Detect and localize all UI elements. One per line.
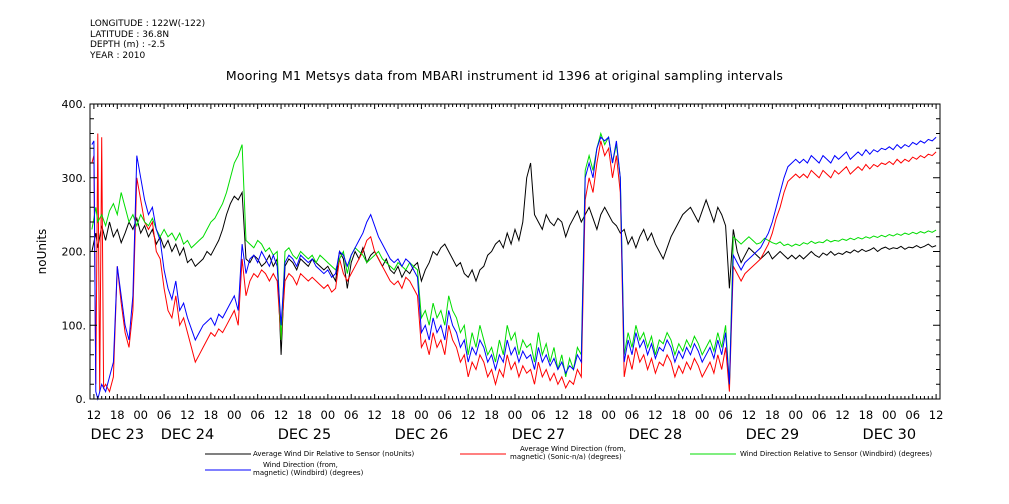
x-day-label: DEC 23	[91, 427, 145, 443]
x-tick-label: 12	[367, 408, 382, 422]
x-tick-label: 00	[695, 408, 710, 422]
axes-layer: 0. 100. 200. 300. 400. noUnits 12 18 00 06 12 18 00 0…	[35, 98, 943, 443]
x-tick-label: 18	[484, 408, 499, 422]
latitude-label: LATITUDE : 36.8N	[90, 29, 170, 40]
y-axis-label: noUnits	[35, 229, 49, 275]
series-line-3	[91, 131, 937, 385]
x-tick-label: 06	[437, 408, 452, 422]
x-tick-label: 06	[250, 408, 265, 422]
x-tick-label: 18	[859, 408, 874, 422]
x-day-label: DEC 27	[512, 427, 566, 443]
legend-label-1: Average Wind Dir Relative to Sensor (noU…	[253, 450, 414, 458]
x-tick-label: 18	[765, 408, 780, 422]
y-tick-label: 100.	[62, 319, 87, 332]
chart-title: Mooring M1 Metsys data from MBARI instru…	[225, 68, 784, 83]
x-tick-label: 00	[601, 408, 616, 422]
x-day-label: DEC 26	[395, 427, 449, 443]
x-tick-label: 06	[812, 408, 827, 422]
x-tick-label: 00	[508, 408, 523, 422]
legend-label-3: Wind Direction Relative to Sensor (Windb…	[740, 450, 932, 458]
x-tick-label: 12	[929, 408, 944, 422]
x-tick-label: 18	[297, 408, 312, 422]
x-tick-label: 06	[625, 408, 640, 422]
series-layer	[91, 131, 937, 401]
x-tick-label: 18	[110, 408, 125, 422]
x-tick-label: 00	[133, 408, 148, 422]
longitude-label: LONGITUDE : 122W(-122)	[90, 19, 206, 29]
series-line-1	[91, 162, 937, 355]
plot-frame	[89, 103, 941, 400]
y-tick-label: 300.	[62, 172, 87, 185]
legend: Average Wind Dir Relative to Sensor (noU…	[205, 445, 932, 477]
y-tick-label: 0.	[76, 393, 87, 406]
x-tick-label: 00	[321, 408, 336, 422]
station-metadata: LONGITUDE : 122W(-122) LATITUDE : 36.8N …	[90, 19, 205, 61]
legend-label-2: Average Wind Direction (from, magnetic) (…	[510, 445, 626, 461]
depth-label: DEPTH (m) : -2.5	[90, 40, 166, 50]
x-tick-label: 06	[157, 408, 172, 422]
series-line-2	[91, 133, 937, 393]
x-day-label: DEC 30	[863, 427, 917, 443]
legend-label-4: Wind Direction (from, magnetic) (Windbird…	[253, 461, 364, 477]
x-day-label: DEC 28	[629, 427, 683, 443]
x-day-label: DEC 25	[278, 427, 332, 443]
x-tick-label: 12	[274, 408, 289, 422]
x-day-label: DEC 29	[746, 427, 800, 443]
x-tick-label: 18	[391, 408, 406, 422]
x-tick-label: 12	[554, 408, 569, 422]
x-tick-label: 18	[204, 408, 219, 422]
x-tick-label: 00	[414, 408, 429, 422]
x-tick-label: 12	[87, 408, 102, 422]
x-tick-label: 06	[905, 408, 920, 422]
x-day-label: DEC 24	[161, 427, 215, 443]
x-tick-label: 12	[835, 408, 850, 422]
x-tick-label: 12	[461, 408, 476, 422]
x-tick-label: 12	[648, 408, 663, 422]
x-tick-label: 00	[788, 408, 803, 422]
y-tick-label: 200.	[62, 246, 87, 259]
x-tick-label: 06	[344, 408, 359, 422]
x-tick-label: 18	[578, 408, 593, 422]
x-tick-label: 12	[742, 408, 757, 422]
x-tick-label: 18	[671, 408, 686, 422]
x-tick-label: 06	[531, 408, 546, 422]
x-tick-label: 00	[227, 408, 242, 422]
y-tick-label: 400.	[62, 98, 87, 111]
x-tick-label: 06	[718, 408, 733, 422]
x-tick-label: 00	[882, 408, 897, 422]
series-line-4	[91, 136, 937, 401]
x-tick-label: 12	[180, 408, 195, 422]
year-label: YEAR : 2010	[90, 50, 146, 61]
